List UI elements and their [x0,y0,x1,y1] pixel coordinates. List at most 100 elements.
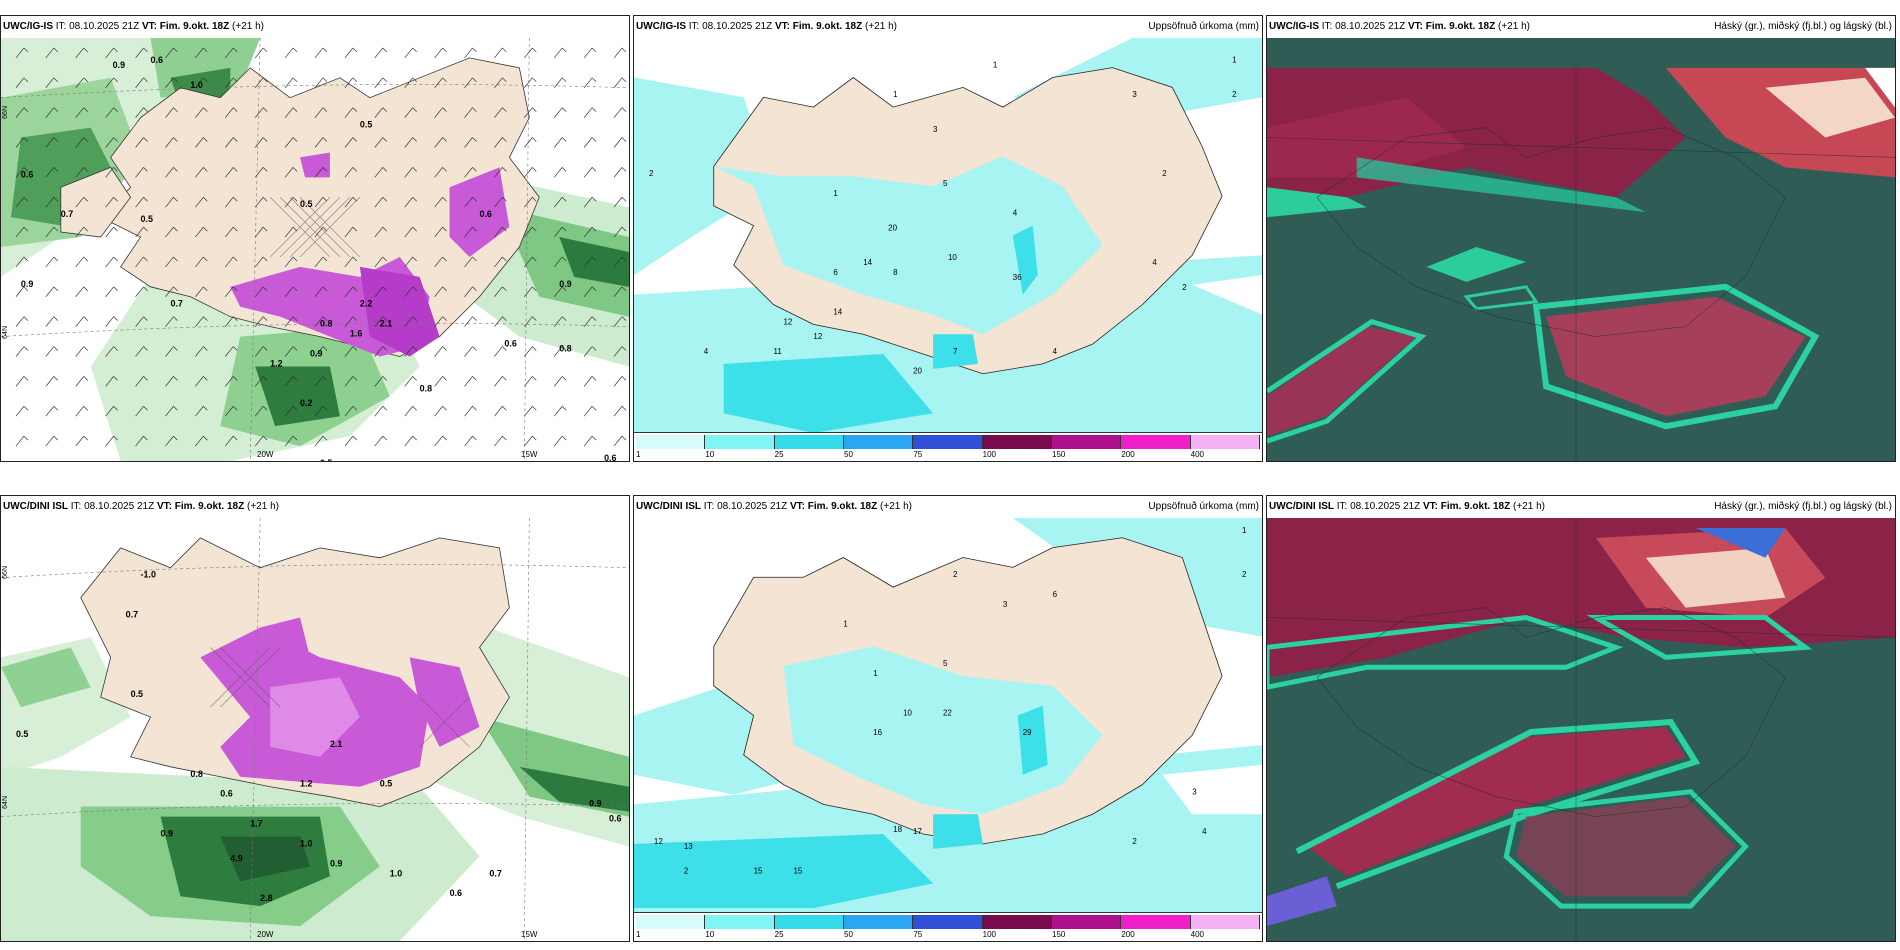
wind-barb-tick [412,316,417,321]
wind-barb [583,286,593,297]
wind-barb-tick [442,406,447,411]
svg-text:10: 10 [948,253,957,262]
wind-barb-tick [382,107,388,112]
svg-text:0.9: 0.9 [21,279,33,289]
wind-barb [434,346,443,357]
wind-barb [344,137,354,148]
wind-barb [135,256,144,268]
wind-barb-tick [23,77,29,83]
vt-value: Fim. 9.okt. 18Z [1440,501,1511,512]
svg-text:4: 4 [1202,827,1207,836]
wind-barb [553,406,563,417]
lead-time: (+21 h) [865,21,897,32]
wind-barb-tick [173,316,178,321]
vt-value: Fim. 9.okt. 18Z [1425,21,1496,32]
wind-barb-tick [532,77,537,83]
wind-barb [464,77,473,88]
wind-barb-tick [113,406,118,411]
wind-barb [75,346,85,357]
wind-barb [374,286,384,297]
wind-barb-tick [233,137,238,142]
wind-barb [553,376,563,387]
wind-barb-tick [173,256,178,262]
wind-barb-tick [292,167,298,172]
wind-barb-tick [262,107,268,112]
scale-tick-label: 50 [844,930,853,939]
svg-text:1.0: 1.0 [190,80,202,90]
svg-text:20: 20 [913,367,922,376]
wind-barb-tick [352,226,358,232]
wind-barb [583,77,593,88]
wind-barb [105,47,114,59]
wind-barb [524,77,533,88]
scale-tick-label: 100 [982,930,997,939]
wind-barb-tick [621,47,627,53]
panel-top-left-wind-precip: UWC/IG-IS IT: 08.10.2025 21Z VT: Fim. 9.… [0,15,630,462]
wind-barb [553,107,563,118]
wind-barb [314,77,324,88]
wind-barb [135,286,144,297]
wind-barb [45,406,55,417]
wind-barb [524,137,533,148]
svg-text:3: 3 [1132,90,1137,99]
wind-barb [165,137,174,148]
wind-barb [75,256,85,268]
it-value: 08.10.2025 21Z [717,501,788,512]
wind-barb [314,197,324,208]
wind-barb-tick [292,346,298,351]
wind-barb-tick [23,197,29,202]
wind-barb [344,286,354,297]
panel-bottom-middle-accum-precip: UWC/DINI ISL IT: 08.10.2025 21Z VT: Fim.… [633,495,1263,942]
svg-text:0.5: 0.5 [16,729,28,739]
precip-color-scale: 1 10 25 50 75 100 150 200 400 [634,912,1262,941]
wind-barb-tick [621,107,627,112]
wind-barb [254,376,264,387]
wind-barb-tick [352,197,358,202]
wind-barb [105,376,114,387]
vt-value: Fim. 9.okt. 18Z [807,501,878,512]
wind-barb [225,226,234,238]
svg-text:15: 15 [793,867,802,876]
svg-text:0.5: 0.5 [380,779,392,789]
wind-barb [105,346,114,357]
wind-barb [494,406,503,417]
wind-barb-tick [472,346,477,351]
wind-barb [494,167,503,178]
wind-barb [494,107,503,118]
wind-barb-tick [591,47,597,53]
wind-barb-tick [442,77,447,83]
wind-barb [15,346,25,357]
wind-barb-tick [591,77,597,83]
wind-barb [195,406,204,417]
scale-swatch [636,915,706,929]
svg-text:3: 3 [933,125,938,134]
wind-barb [225,316,234,327]
lat-label: 66N [2,106,9,119]
scale-swatch [982,435,1052,449]
wind-barb [254,137,264,148]
svg-text:0.5: 0.5 [320,458,332,461]
svg-text:20: 20 [888,224,897,233]
scale-tick-label: 10 [705,450,715,459]
wind-barb-tick [472,107,477,112]
wind-barb [254,346,264,357]
wind-barb [553,256,563,268]
wind-barb-tick [113,77,118,83]
wind-barb-tick [502,197,507,202]
wind-barb-tick [322,167,328,172]
wind-barb-tick [502,47,507,53]
wind-barb [165,167,174,178]
wind-barb-tick [412,406,417,411]
wind-barb-tick [352,167,358,172]
wind-barb [314,167,324,178]
wind-barb-tick [203,316,208,321]
svg-text:0.2: 0.2 [300,398,312,408]
wind-barb-tick [53,107,59,112]
wind-barb [284,256,294,268]
wind-barb-tick [502,256,507,262]
wind-barb [225,167,234,178]
wind-barb-tick [23,435,29,441]
lead-time: (+21 h) [247,501,279,512]
wind-barb-tick [532,406,537,411]
svg-text:0.5: 0.5 [131,689,143,699]
